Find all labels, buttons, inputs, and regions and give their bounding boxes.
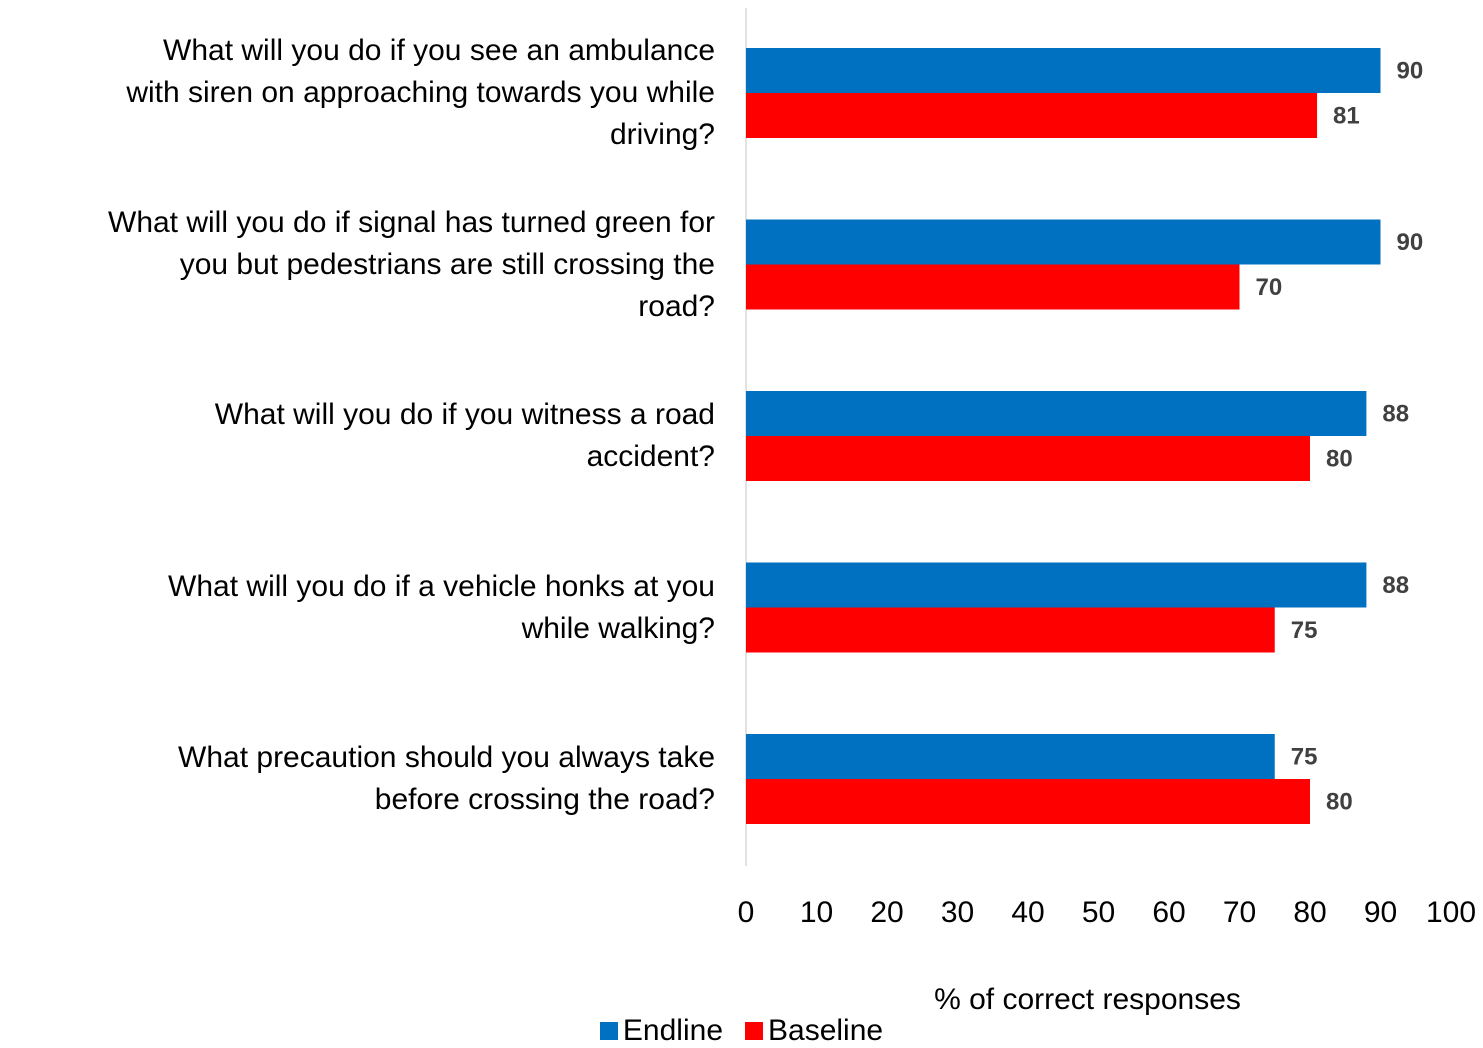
category-label-line: What will you do if you witness a road [214,398,715,431]
data-label-baseline-1: 81 [1333,103,1360,130]
x-tick-label-80: 80 [1293,896,1326,929]
data-label-endline-2: 90 [1397,229,1424,256]
x-tick-label-90: 90 [1364,896,1397,929]
data-label-baseline-3: 80 [1326,446,1353,473]
category-label-line: while walking? [521,611,715,645]
bar-baseline-5 [746,779,1310,824]
data-label-baseline-4: 75 [1291,617,1318,644]
legend-label-endline: Endline [622,1014,723,1047]
legend-label-baseline: Baseline [768,1014,884,1047]
bar-endline-3 [746,391,1367,436]
bar-endline-5 [746,734,1275,779]
category-label-line: before crossing the road? [374,783,715,816]
x-tick-label-50: 50 [1082,896,1115,929]
bar-endline-1 [746,48,1381,93]
bar-endline-2 [746,219,1381,265]
legend-item-endline: Endline [599,1014,723,1048]
bar-baseline-3 [746,436,1310,481]
legend-swatch-endline [599,1022,618,1040]
bar-baseline-2 [746,264,1240,310]
data-label-endline-1: 90 [1397,58,1424,85]
data-label-endline-5: 75 [1291,744,1318,771]
x-tick-label-30: 30 [941,896,974,929]
category-label-2: What will you do if signal has turned gr… [0,202,715,328]
x-tick-label-20: 20 [870,896,903,929]
category-label-line: with siren on approaching towards you wh… [126,76,715,109]
category-label-line: road? [638,289,715,323]
x-tick-label-100: 100 [1426,896,1476,929]
category-label-line: you but pedestrians are still crossing t… [179,247,715,281]
legend-item-baseline: Baseline [745,1014,883,1048]
x-tick-label-70: 70 [1223,896,1256,929]
bar-baseline-1 [746,93,1318,138]
x-tick-label-0: 0 [738,896,755,929]
data-label-endline-4: 88 [1382,572,1409,599]
x-tick-label-60: 60 [1152,896,1185,929]
category-label-3: What will you do if you witness a road ac… [0,394,715,478]
category-label-1: What will you do if you see an ambulance… [0,30,715,156]
category-label-4: What will you do if a vehicle honks at y… [0,566,715,650]
category-label-line: accident? [586,440,715,473]
bar-baseline-4 [746,607,1275,653]
category-label-line: What will you do if a vehicle honks at y… [168,569,715,603]
category-label-line: What will you do if you see an ambulance [163,34,715,67]
data-label-endline-3: 88 [1382,401,1409,428]
x-axis-title: % of correct responses [934,983,1241,1016]
legend-swatch-baseline [745,1022,763,1040]
x-tick-label-40: 40 [1011,896,1044,929]
category-label-line: What will you do if signal has turned gr… [108,205,715,239]
legend: Endline Baseline [0,1014,1483,1048]
bar-endline-4 [746,562,1367,608]
data-label-baseline-2: 70 [1256,274,1283,301]
category-label-line: What precaution should you always take [178,741,715,774]
category-label-line: driving? [609,118,715,151]
data-label-baseline-5: 80 [1326,789,1353,816]
category-label-5: What precaution should you always take be… [0,737,715,821]
x-tick-label-10: 10 [800,896,833,929]
